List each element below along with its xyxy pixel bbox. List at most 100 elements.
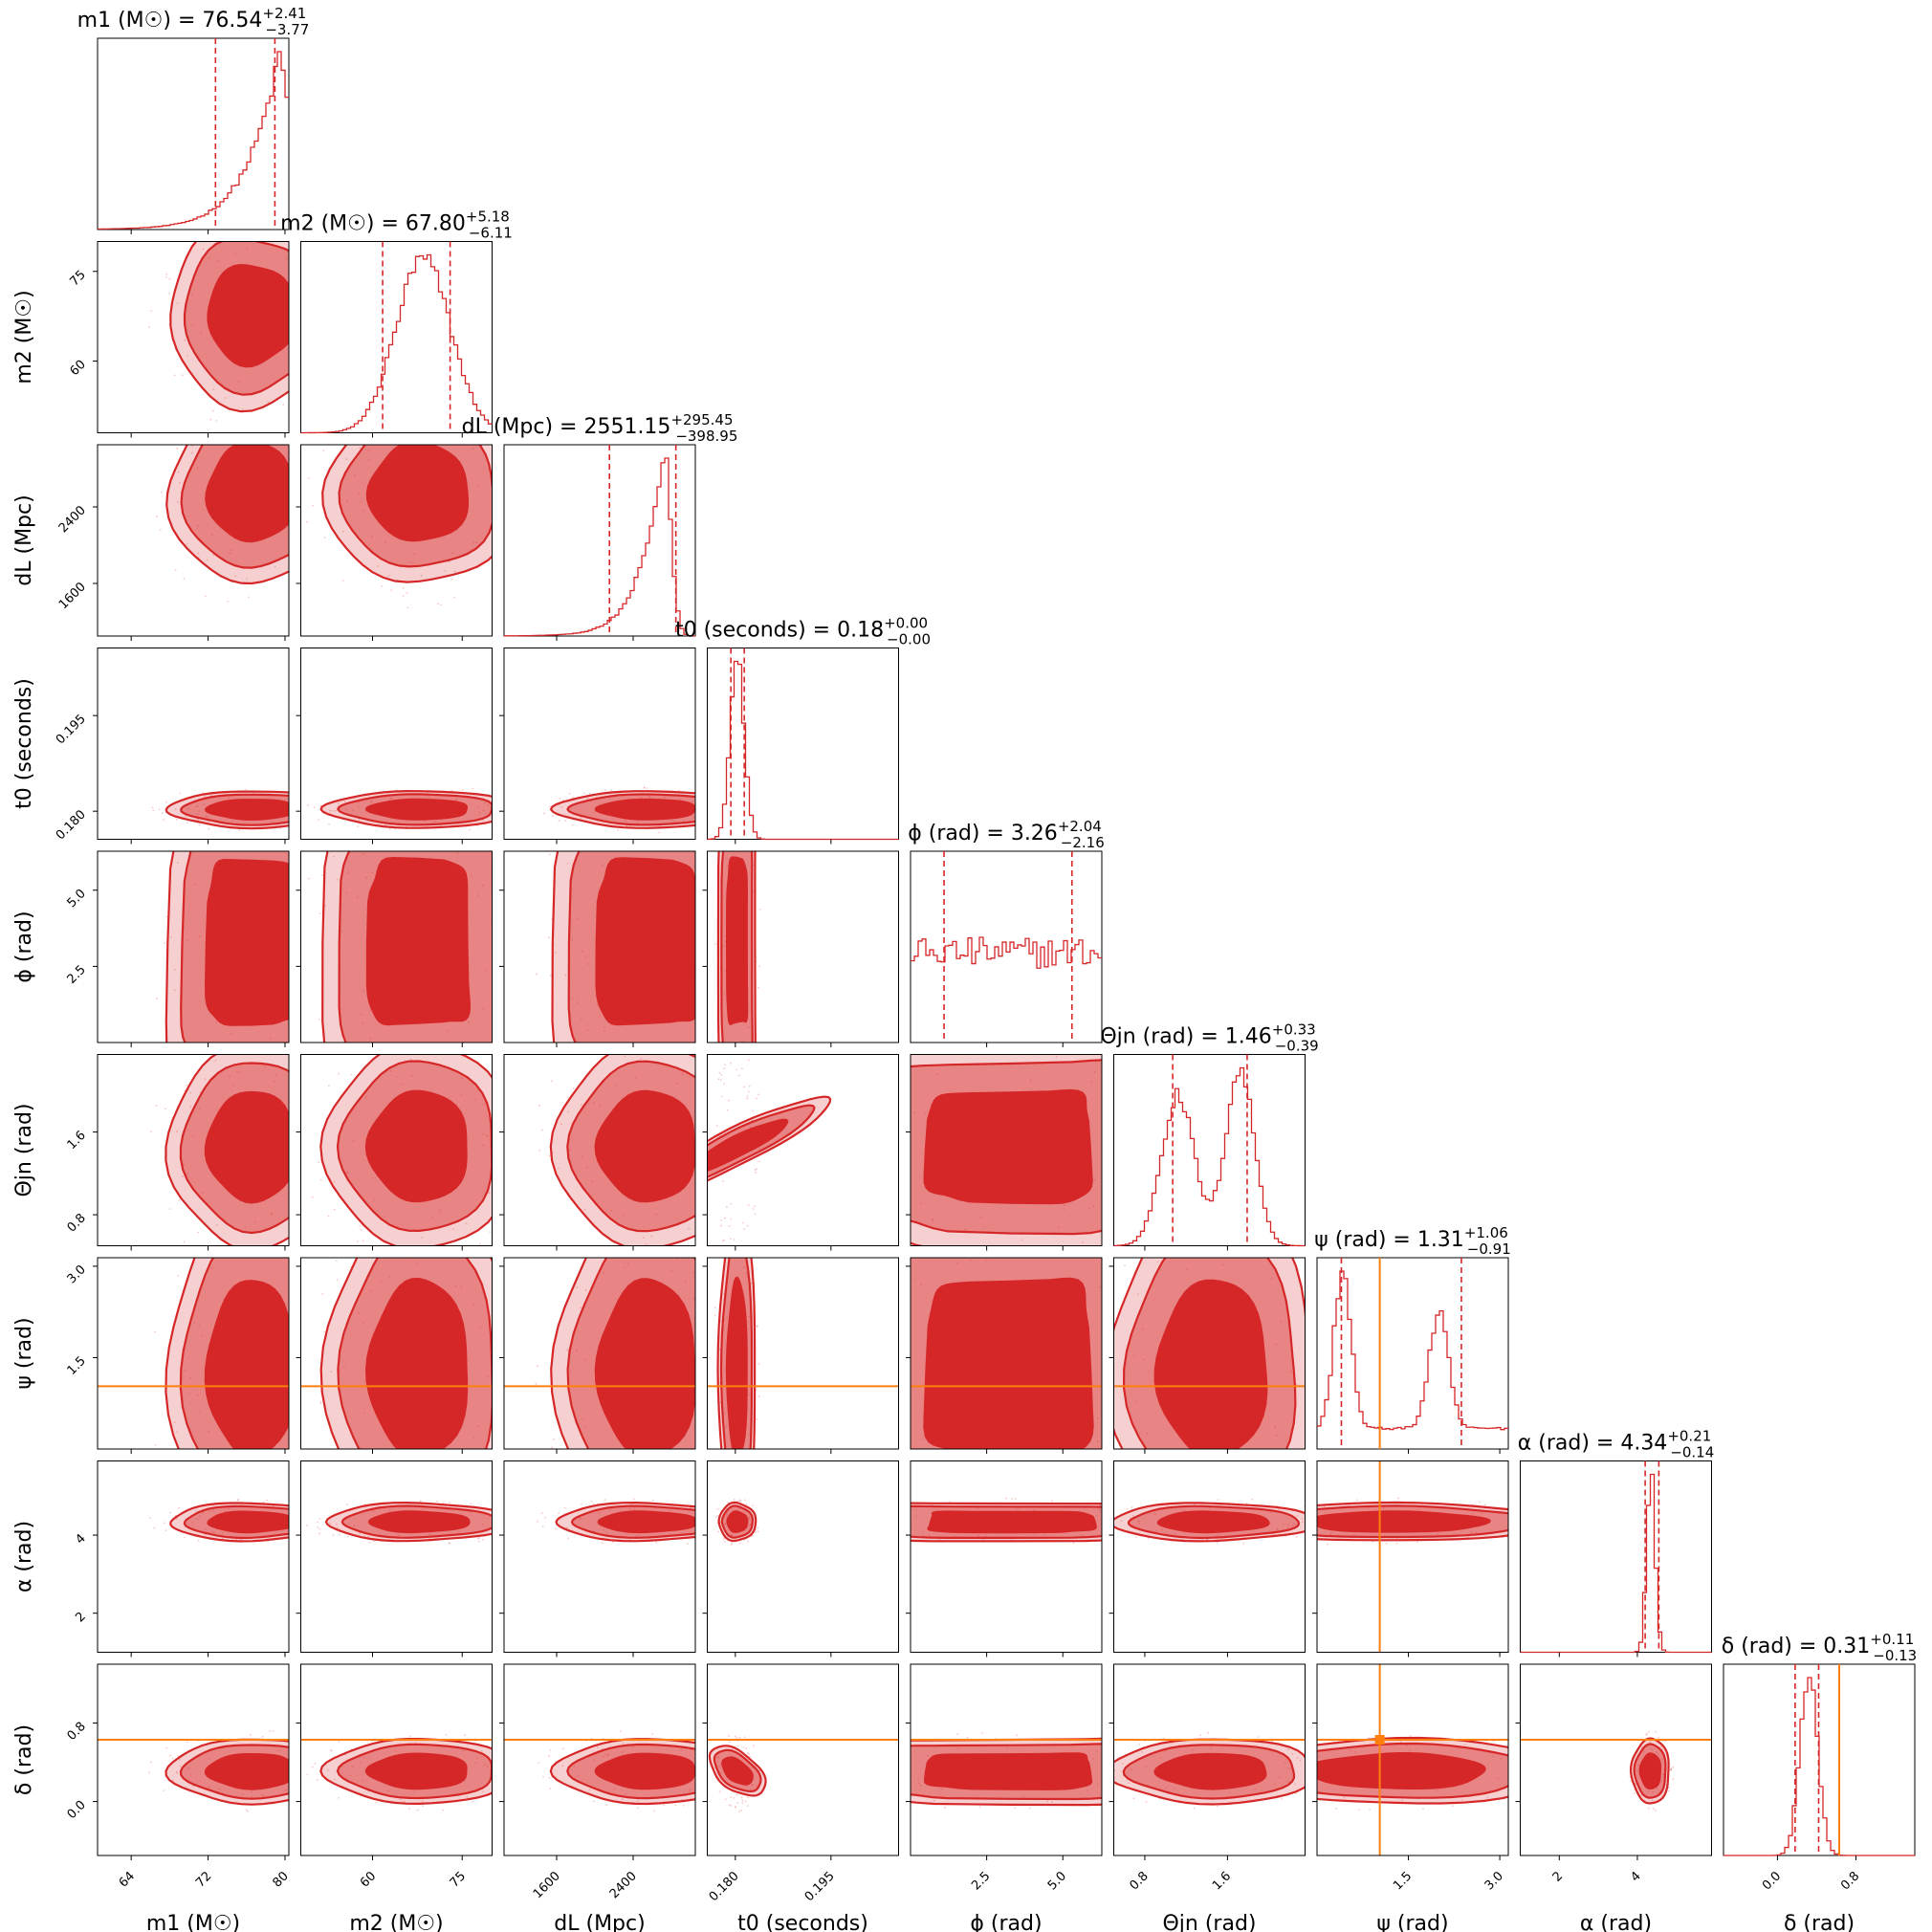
panel-frame bbox=[503, 1460, 696, 1653]
y-tick-label: 1.5 bbox=[65, 1354, 89, 1378]
contour-level-2 bbox=[725, 856, 749, 1025]
y-axis-label-8: δ (rad) bbox=[12, 1724, 36, 1795]
histogram-panel-7: α (rad) = 4.34+0.21 −0.14 bbox=[1518, 1428, 1714, 1654]
contour-level-2 bbox=[364, 1752, 468, 1790]
panel-frame bbox=[707, 1054, 899, 1246]
contour-level-2 bbox=[207, 263, 289, 368]
scatter-panel-6-4 bbox=[910, 1257, 1103, 1450]
scatter-panel-5-3 bbox=[707, 1054, 899, 1246]
x-tick-label: 80 bbox=[271, 1869, 292, 1890]
histogram-panel-8: δ (rad) = 0.31+0.11 −0.13 bbox=[1722, 1631, 1917, 1856]
y-tick-label: 0.0 bbox=[65, 1798, 89, 1822]
panel-frame bbox=[910, 1460, 1103, 1653]
panel-frame bbox=[1520, 1663, 1712, 1856]
contour-level-2 bbox=[1638, 1752, 1661, 1789]
panel-frame bbox=[1316, 1257, 1509, 1450]
x-tick-label: 64 bbox=[117, 1869, 138, 1890]
panel-frame bbox=[97, 1460, 290, 1653]
contour-level-2 bbox=[1317, 1752, 1486, 1789]
contour-level-2 bbox=[594, 1089, 695, 1203]
panel-title-3: t0 (seconds) = 0.18+0.00 −0.00 bbox=[675, 615, 931, 648]
x-axis-label-3: t0 (seconds) bbox=[737, 1912, 868, 1932]
y-tick-label: 0.8 bbox=[65, 1211, 89, 1235]
x-tick-label: 75 bbox=[448, 1869, 469, 1890]
panel-frame bbox=[910, 850, 1103, 1043]
panel-frame bbox=[300, 1460, 493, 1653]
panel-frame bbox=[910, 1054, 1103, 1246]
scatter-panel-6-3 bbox=[707, 1257, 899, 1450]
panel-frame bbox=[97, 648, 290, 840]
y-tick-label: 1.6 bbox=[65, 1129, 89, 1153]
panel-title-5: Θjn (rad) = 1.46+0.33 −0.39 bbox=[1100, 1021, 1318, 1055]
scatter-panel-4-2 bbox=[503, 850, 696, 1043]
y-tick-label: 0.180 bbox=[54, 807, 89, 843]
x-tick-label: 1.6 bbox=[1210, 1869, 1234, 1893]
scatter-panel-8-6 bbox=[1316, 1663, 1509, 1856]
histogram-line bbox=[300, 253, 493, 434]
x-tick-label: 60 bbox=[358, 1869, 379, 1890]
histogram-panel-3: t0 (seconds) = 0.18+0.00 −0.00 bbox=[675, 615, 931, 841]
contour-level-2 bbox=[1317, 1510, 1491, 1533]
panel-frame bbox=[910, 1663, 1103, 1856]
contour-level-2 bbox=[1153, 1279, 1268, 1449]
scatter-panel-7-6 bbox=[1316, 1460, 1509, 1653]
y-tick-label: 3.0 bbox=[65, 1262, 89, 1286]
contour-level-2 bbox=[205, 445, 289, 543]
scatter-panel-8-1 bbox=[300, 1663, 493, 1856]
x-axis-label-2: dL (Mpc) bbox=[554, 1912, 645, 1932]
contour-level-2 bbox=[204, 1090, 289, 1204]
contour-level-2 bbox=[1156, 1510, 1270, 1534]
contour-level-2 bbox=[365, 856, 472, 1026]
scatter-panel-8-4 bbox=[910, 1663, 1103, 1856]
y-tick-label: 2400 bbox=[56, 503, 89, 536]
panel-title-6: ψ (rad) = 1.31+1.06 −0.91 bbox=[1314, 1224, 1511, 1258]
y-tick-label: 60 bbox=[68, 358, 89, 379]
x-axis-label-1: m2 (M☉) bbox=[349, 1912, 443, 1932]
x-tick-label: 0.0 bbox=[1760, 1869, 1784, 1893]
y-tick-label: 0.195 bbox=[54, 712, 89, 747]
histogram-line bbox=[98, 51, 289, 231]
contour-level-2 bbox=[364, 1277, 469, 1449]
scatter-panel-2-1 bbox=[300, 444, 493, 637]
contour-level-2 bbox=[923, 1277, 1094, 1449]
panel-frame bbox=[1520, 1460, 1712, 1653]
contour-level-2 bbox=[204, 799, 289, 822]
histogram-panel-5: Θjn (rad) = 1.46+0.33 −0.39 bbox=[1100, 1021, 1319, 1247]
y-axis-label-6: ψ (rad) bbox=[12, 1317, 36, 1389]
panel-frame bbox=[1113, 1460, 1306, 1653]
x-tick-label: 0.195 bbox=[802, 1869, 838, 1904]
panel-frame bbox=[707, 648, 899, 840]
panel-title-4: ϕ (rad) = 3.26+2.04 −2.16 bbox=[908, 818, 1105, 851]
panel-frame bbox=[707, 1460, 899, 1653]
scatter-panel-7-4 bbox=[910, 1460, 1103, 1653]
scatter-panel-5-0 bbox=[97, 1054, 290, 1246]
panel-frame bbox=[300, 648, 493, 840]
panel-frame bbox=[300, 241, 493, 433]
panel-frame bbox=[707, 850, 899, 1043]
histogram-line bbox=[1723, 1677, 1915, 1856]
panel-frame bbox=[1316, 1663, 1509, 1856]
panel-frame bbox=[300, 1257, 493, 1450]
x-tick-label: 0.180 bbox=[707, 1869, 742, 1904]
panel-frame bbox=[503, 648, 696, 840]
contour-level-2 bbox=[364, 1089, 468, 1203]
scatter-panel-1-0 bbox=[97, 241, 290, 433]
contour-level-2 bbox=[597, 1510, 695, 1534]
scatter-panel-5-4 bbox=[910, 1054, 1103, 1246]
panel-title-1: m2 (M☉) = 67.80+5.18 −6.11 bbox=[280, 209, 513, 242]
scatter-panel-7-0 bbox=[97, 1460, 290, 1653]
contour-level-2 bbox=[364, 798, 468, 821]
x-axis-label-8: δ (rad) bbox=[1784, 1912, 1855, 1932]
y-tick-label: 2 bbox=[73, 1610, 88, 1625]
y-axis-label-5: Θjn (rad) bbox=[12, 1103, 36, 1197]
panel-frame bbox=[1113, 1054, 1306, 1246]
histogram-panel-2: dL (Mpc) = 2551.15+295.45 −398.95 bbox=[462, 411, 737, 637]
contour-level-2 bbox=[721, 1756, 754, 1786]
histogram-line bbox=[911, 936, 1102, 969]
panel-title-8: δ (rad) = 0.31+0.11 −0.13 bbox=[1722, 1631, 1917, 1664]
panel-frame bbox=[910, 1257, 1103, 1450]
contour-level-2 bbox=[594, 1752, 695, 1790]
histogram-panel-6: ψ (rad) = 1.31+1.06 −0.91 bbox=[1314, 1224, 1511, 1450]
panel-frame bbox=[503, 850, 696, 1043]
